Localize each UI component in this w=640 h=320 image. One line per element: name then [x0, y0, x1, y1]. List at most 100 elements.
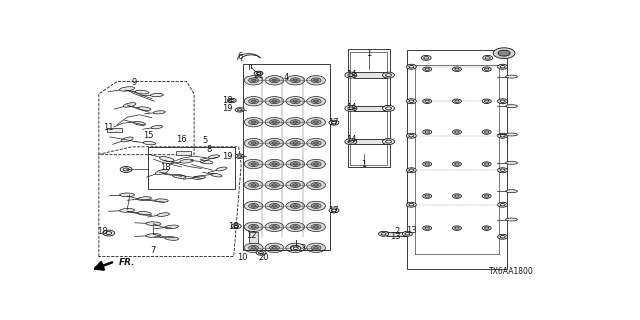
Ellipse shape [134, 122, 145, 125]
Circle shape [272, 163, 277, 165]
Circle shape [248, 182, 259, 188]
Circle shape [269, 204, 280, 208]
Circle shape [244, 222, 263, 232]
Circle shape [311, 204, 321, 208]
Bar [249, 232, 257, 244]
Circle shape [498, 133, 508, 138]
Circle shape [265, 76, 284, 85]
Ellipse shape [506, 75, 518, 78]
Circle shape [236, 108, 244, 112]
Circle shape [345, 72, 356, 78]
Circle shape [272, 79, 277, 82]
Bar [354, 139, 386, 144]
Ellipse shape [138, 212, 151, 215]
Text: 11: 11 [104, 123, 114, 132]
Circle shape [329, 208, 339, 213]
Circle shape [493, 48, 515, 59]
Circle shape [406, 99, 416, 104]
Circle shape [311, 99, 321, 104]
Circle shape [483, 194, 491, 198]
Ellipse shape [165, 225, 179, 229]
Circle shape [379, 231, 388, 236]
Circle shape [272, 121, 277, 124]
Circle shape [452, 67, 461, 71]
Ellipse shape [506, 105, 518, 108]
Circle shape [248, 245, 259, 250]
Circle shape [311, 182, 321, 188]
Circle shape [272, 100, 277, 102]
Circle shape [314, 142, 319, 144]
Ellipse shape [156, 169, 168, 174]
Text: 8: 8 [206, 145, 212, 154]
Text: 18: 18 [223, 96, 233, 105]
Circle shape [251, 142, 256, 144]
Circle shape [286, 159, 305, 169]
Circle shape [452, 99, 461, 103]
Circle shape [251, 184, 256, 186]
Text: 9: 9 [132, 78, 137, 87]
Circle shape [244, 117, 263, 127]
Bar [243, 64, 330, 250]
Circle shape [291, 224, 300, 229]
Bar [108, 128, 122, 132]
Circle shape [248, 141, 259, 146]
Circle shape [265, 180, 284, 190]
Circle shape [244, 201, 263, 211]
Circle shape [498, 234, 508, 239]
Circle shape [269, 162, 280, 166]
Circle shape [244, 139, 263, 148]
Circle shape [314, 100, 319, 102]
Ellipse shape [146, 234, 161, 237]
Circle shape [383, 72, 394, 78]
Circle shape [251, 79, 256, 82]
Circle shape [311, 245, 321, 250]
Circle shape [452, 162, 461, 166]
Bar [350, 52, 387, 164]
Text: 15: 15 [143, 131, 154, 140]
Circle shape [452, 194, 461, 198]
Circle shape [314, 247, 319, 249]
Circle shape [311, 162, 321, 166]
Circle shape [269, 99, 280, 104]
Ellipse shape [146, 222, 161, 226]
Circle shape [311, 78, 321, 83]
Ellipse shape [150, 93, 163, 97]
Circle shape [421, 55, 431, 60]
Circle shape [286, 243, 305, 252]
Circle shape [286, 201, 305, 211]
Text: 3: 3 [301, 244, 306, 253]
Circle shape [291, 99, 300, 104]
Text: 5: 5 [203, 136, 208, 145]
Ellipse shape [384, 72, 388, 78]
Ellipse shape [385, 232, 388, 236]
Circle shape [286, 222, 305, 232]
Circle shape [244, 159, 263, 169]
Circle shape [292, 184, 298, 186]
Circle shape [307, 201, 326, 211]
Bar [148, 147, 236, 189]
Circle shape [483, 99, 491, 103]
Circle shape [265, 201, 284, 211]
Circle shape [286, 97, 305, 106]
Ellipse shape [384, 139, 388, 144]
Ellipse shape [138, 107, 150, 110]
Circle shape [483, 226, 491, 230]
Ellipse shape [121, 137, 133, 142]
Circle shape [265, 159, 284, 169]
Ellipse shape [351, 106, 356, 111]
Circle shape [248, 224, 259, 229]
Circle shape [329, 120, 339, 125]
Circle shape [292, 121, 298, 124]
Ellipse shape [193, 176, 205, 179]
Ellipse shape [151, 125, 163, 129]
Circle shape [286, 117, 305, 127]
Text: 1: 1 [366, 49, 371, 58]
Circle shape [423, 162, 431, 166]
Text: TX6AA1800: TX6AA1800 [489, 267, 534, 276]
Circle shape [383, 139, 394, 145]
Ellipse shape [124, 103, 136, 107]
Circle shape [272, 226, 277, 228]
Circle shape [307, 76, 326, 85]
Bar [408, 50, 507, 269]
Circle shape [244, 180, 263, 190]
